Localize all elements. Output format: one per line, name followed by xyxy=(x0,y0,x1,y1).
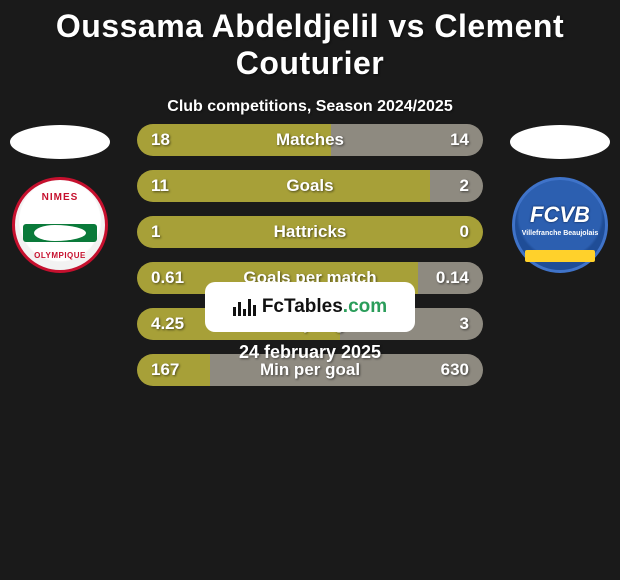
subtitle: Club competitions, Season 2024/2025 xyxy=(0,98,620,116)
stat-row: Matches1814 xyxy=(137,124,483,156)
brand-badge: FcTables.com xyxy=(205,282,415,332)
bar-left xyxy=(137,216,483,248)
bar-right xyxy=(418,262,483,294)
fctables-logo: FcTables.com xyxy=(233,296,387,318)
crest-right-sub: Villefranche Beaujolais xyxy=(522,230,599,237)
bars-icon xyxy=(233,298,256,316)
bar-left xyxy=(137,124,331,156)
comparison-card: Oussama Abdeldjelil vs Clement Couturier… xyxy=(0,0,620,580)
club-left-ellipse xyxy=(10,125,110,159)
stat-row: Hattricks10 xyxy=(137,216,483,248)
bar-right xyxy=(331,124,483,156)
stat-row: Goals112 xyxy=(137,170,483,202)
bar-track xyxy=(137,124,483,156)
title: Oussama Abdeldjelil vs Clement Couturier xyxy=(0,0,620,82)
bar-track xyxy=(137,216,483,248)
bar-track xyxy=(137,170,483,202)
date: 24 february 2025 xyxy=(0,342,620,363)
bar-right xyxy=(430,170,483,202)
club-right-crest: FCVB Villefranche Beaujolais xyxy=(512,177,608,273)
club-left-crest: NIMES OLYMPIQUE xyxy=(12,177,108,273)
bar-left xyxy=(137,170,430,202)
crest-left-text-bottom: OLYMPIQUE xyxy=(34,251,86,260)
crest-right-main: FCVB xyxy=(530,202,590,228)
club-right-ellipse xyxy=(510,125,610,159)
crest-left-text-top: NIMES xyxy=(42,192,79,203)
